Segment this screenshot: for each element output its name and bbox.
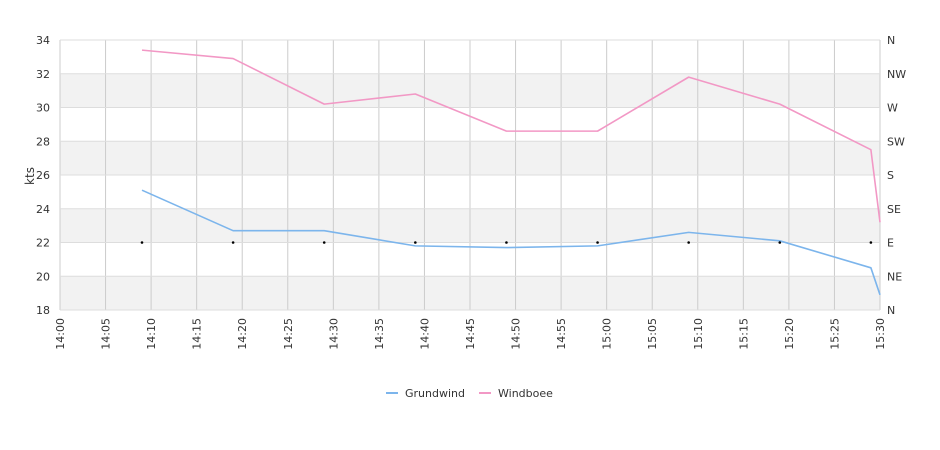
horizontal-gridlines — [60, 39, 880, 311]
direction-marker — [778, 241, 782, 244]
x-tick-label: 14:45 — [464, 318, 477, 350]
right-tick-label: SW — [887, 135, 905, 148]
x-tick-label: 15:20 — [783, 318, 796, 350]
right-axis-labels: N NE E SE S SW W NW N — [887, 34, 906, 317]
x-tick-label: 15:00 — [601, 318, 614, 350]
x-tick-label: 14:55 — [555, 318, 568, 350]
right-tick-label: S — [887, 169, 894, 182]
right-tick-label: NW — [887, 68, 906, 81]
y-tick-label: 24 — [36, 203, 50, 216]
y-tick-label: 18 — [36, 304, 50, 317]
x-tick-label: 14:40 — [418, 318, 431, 350]
right-tick-label: N — [887, 34, 895, 47]
direction-marker — [869, 241, 873, 244]
x-tick-label: 14:50 — [510, 318, 523, 350]
y-tick-label: 26 — [36, 169, 50, 182]
x-tick-label: 14:15 — [191, 318, 204, 350]
direction-marker — [596, 241, 599, 244]
x-tick-label: 15:15 — [737, 318, 750, 350]
x-tick-label: 14:25 — [282, 318, 295, 350]
direction-marker — [231, 241, 235, 244]
right-tick-label: SE — [887, 203, 901, 216]
direction-marker — [505, 241, 508, 244]
x-tick-label: 14:35 — [373, 318, 386, 350]
right-tick-label: NE — [887, 270, 902, 283]
x-tick-label: 14:10 — [145, 318, 158, 350]
y-tick-label: 28 — [36, 135, 50, 148]
y-axis-title: kts — [23, 167, 37, 185]
x-tick-label: 15:30 — [874, 318, 887, 350]
x-tick-label: 15:05 — [646, 318, 659, 350]
series-line-windboee — [141, 49, 881, 223]
legend-label: Grundwind — [405, 387, 465, 400]
series-lines — [141, 49, 881, 296]
direction-marker — [140, 241, 144, 244]
right-tick-label: W — [887, 102, 898, 115]
y-axis-labels: 18 20 22 24 26 28 30 32 34 — [36, 34, 50, 317]
direction-markers — [140, 241, 873, 244]
x-tick-label: 15:25 — [828, 318, 841, 350]
y-tick-label: 30 — [36, 102, 50, 115]
x-tick-label: 15:10 — [692, 318, 705, 350]
right-tick-label: E — [887, 237, 894, 250]
direction-marker — [322, 241, 326, 244]
x-tick-label: 14:00 — [54, 318, 67, 350]
x-tick-label: 14:30 — [327, 318, 340, 350]
x-axis-labels: 14:00 14:05 14:10 14:15 14:20 14:25 14:30 14:35… — [54, 318, 887, 350]
direction-marker — [687, 241, 690, 244]
legend-label: Windboee — [498, 387, 553, 400]
direction-marker — [414, 241, 417, 244]
legend: Grundwind Windboee — [386, 387, 553, 400]
series-line-grundwind — [141, 189, 881, 296]
y-tick-label: 20 — [36, 270, 50, 283]
right-tick-label: N — [887, 304, 895, 317]
y-tick-label: 34 — [36, 34, 50, 47]
y-tick-label: 22 — [36, 237, 50, 250]
x-tick-label: 14:20 — [236, 318, 249, 350]
y-tick-label: 32 — [36, 68, 50, 81]
x-tick-label: 14:05 — [100, 318, 113, 350]
